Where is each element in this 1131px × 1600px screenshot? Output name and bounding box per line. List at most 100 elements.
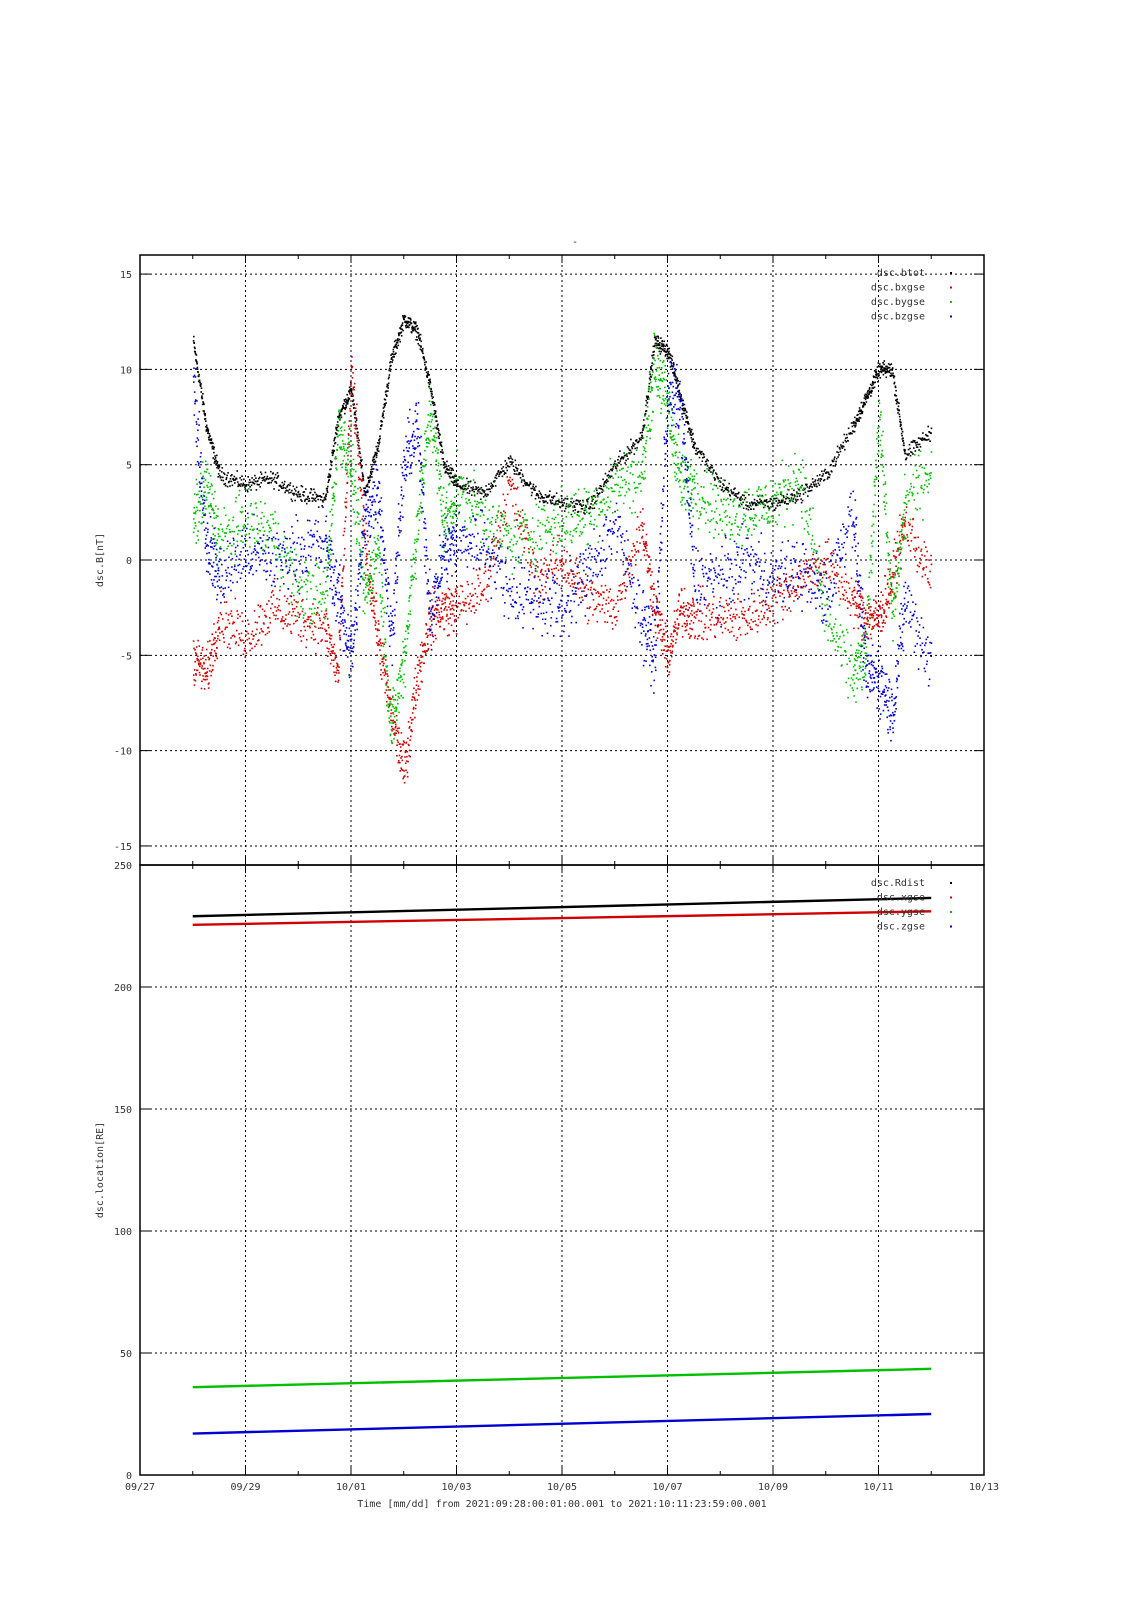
data-point	[387, 377, 390, 380]
data-point	[234, 635, 236, 638]
data-point	[487, 569, 490, 571]
data-point	[222, 539, 225, 542]
data-point	[820, 478, 823, 480]
data-point	[915, 548, 918, 551]
data-point	[308, 616, 310, 618]
data-point	[291, 603, 294, 606]
data-point	[454, 484, 456, 486]
data-point	[582, 504, 585, 506]
data-point	[652, 601, 654, 603]
data-point	[427, 381, 430, 384]
data-point	[672, 644, 674, 647]
data-point	[208, 658, 210, 661]
data-point	[486, 488, 488, 491]
data-point	[694, 442, 696, 444]
data-point	[746, 621, 748, 624]
data-point	[654, 336, 656, 338]
data-point	[387, 706, 390, 708]
data-point	[453, 481, 455, 484]
data-point	[469, 480, 472, 483]
data-point	[202, 678, 205, 681]
data-point	[279, 556, 281, 558]
data-point	[351, 389, 353, 391]
data-point	[917, 437, 920, 439]
data-point	[874, 618, 876, 620]
data-point	[462, 488, 464, 491]
data-point	[584, 513, 586, 515]
data-point	[431, 390, 433, 393]
data-point	[400, 757, 402, 759]
data-point	[223, 641, 225, 643]
page-title: -	[572, 237, 578, 248]
data-point	[646, 554, 648, 556]
data-point	[411, 730, 413, 733]
data-point	[640, 524, 643, 526]
data-point	[867, 396, 870, 399]
data-point	[678, 393, 680, 396]
data-point	[327, 549, 329, 551]
data-point	[510, 461, 513, 463]
data-point	[774, 507, 777, 509]
data-point	[419, 339, 421, 341]
data-point	[307, 618, 310, 621]
data-point	[607, 480, 609, 483]
data-point	[202, 657, 204, 660]
data-point	[857, 583, 859, 586]
data-point	[875, 595, 877, 597]
data-point	[763, 499, 766, 502]
data-point	[674, 642, 677, 644]
data-point	[388, 374, 391, 376]
data-point	[394, 699, 396, 701]
data-point	[617, 610, 620, 612]
data-point	[437, 435, 440, 438]
data-point	[395, 346, 398, 348]
data-point	[801, 586, 804, 589]
data-point	[913, 441, 916, 443]
data-point	[336, 426, 339, 429]
data-point	[319, 619, 321, 622]
data-point	[364, 544, 366, 546]
data-point	[846, 436, 848, 439]
data-point	[245, 652, 248, 654]
data-point	[662, 344, 664, 346]
data-point	[293, 573, 296, 576]
data-point	[778, 584, 781, 587]
data-point	[554, 562, 556, 564]
data-point	[693, 447, 696, 449]
data-point	[835, 582, 837, 585]
data-point	[862, 604, 864, 606]
data-point	[696, 453, 698, 455]
data-point	[192, 531, 195, 534]
data-point	[426, 636, 429, 638]
data-point	[284, 491, 286, 494]
data-point	[263, 623, 265, 625]
data-point	[473, 494, 476, 497]
data-point	[469, 490, 471, 492]
data-point	[298, 581, 300, 584]
data-point	[623, 582, 625, 584]
data-point	[369, 600, 372, 602]
data-point	[804, 487, 806, 490]
data-point	[601, 491, 603, 493]
data-point	[676, 632, 678, 634]
data-point	[847, 427, 850, 430]
data-point	[766, 588, 768, 591]
data-point	[422, 479, 425, 481]
data-point	[345, 452, 348, 454]
data-point	[327, 485, 329, 488]
data-point	[372, 587, 374, 589]
data-point	[389, 733, 392, 736]
data-point	[225, 477, 228, 479]
data-point	[255, 633, 257, 636]
data-point	[880, 615, 883, 617]
data-point	[360, 459, 362, 461]
data-point	[205, 499, 208, 501]
data-point	[861, 412, 864, 415]
data-point	[342, 443, 345, 445]
data-point	[366, 557, 368, 560]
data-point	[418, 493, 421, 496]
data-point	[428, 385, 430, 388]
data-point	[634, 564, 637, 566]
data-point	[263, 515, 265, 518]
data-point	[807, 576, 810, 578]
